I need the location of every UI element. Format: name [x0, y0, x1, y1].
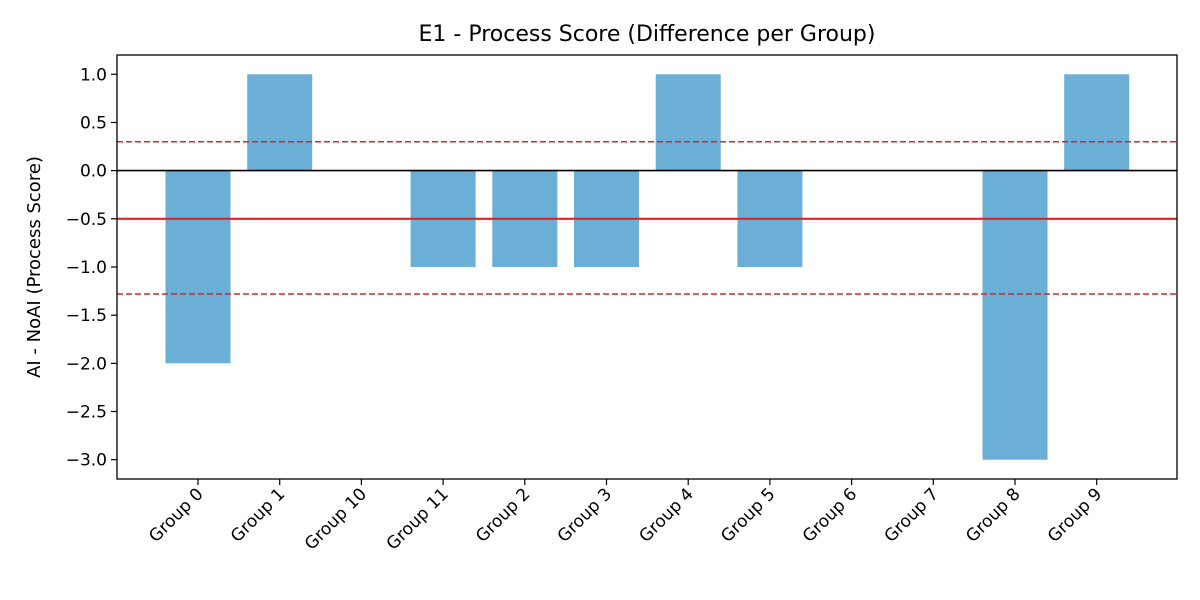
bar-group-4	[655, 74, 721, 171]
y-tick-label: 1.0	[80, 65, 107, 85]
y-tick-label: −3.0	[66, 451, 107, 471]
plot-area	[117, 74, 1177, 460]
bar-group-9	[1064, 74, 1130, 171]
y-tick-label: 0.0	[80, 162, 107, 182]
y-axis-label: AI - NoAI (Process Score)	[24, 156, 45, 378]
y-tick-label: −0.5	[66, 210, 107, 230]
y-tick-label: −1.0	[66, 258, 107, 278]
bar-group-0	[165, 170, 231, 364]
y-tick-label: −2.5	[66, 403, 107, 423]
y-tick-label: −1.5	[66, 306, 107, 326]
y-tick-label: −2.0	[66, 354, 107, 374]
bar-group-1	[247, 74, 313, 171]
y-tick-label: 0.5	[80, 114, 107, 134]
chart-title: E1 - Process Score (Difference per Group…	[419, 22, 876, 47]
bar-group-8	[982, 170, 1048, 460]
